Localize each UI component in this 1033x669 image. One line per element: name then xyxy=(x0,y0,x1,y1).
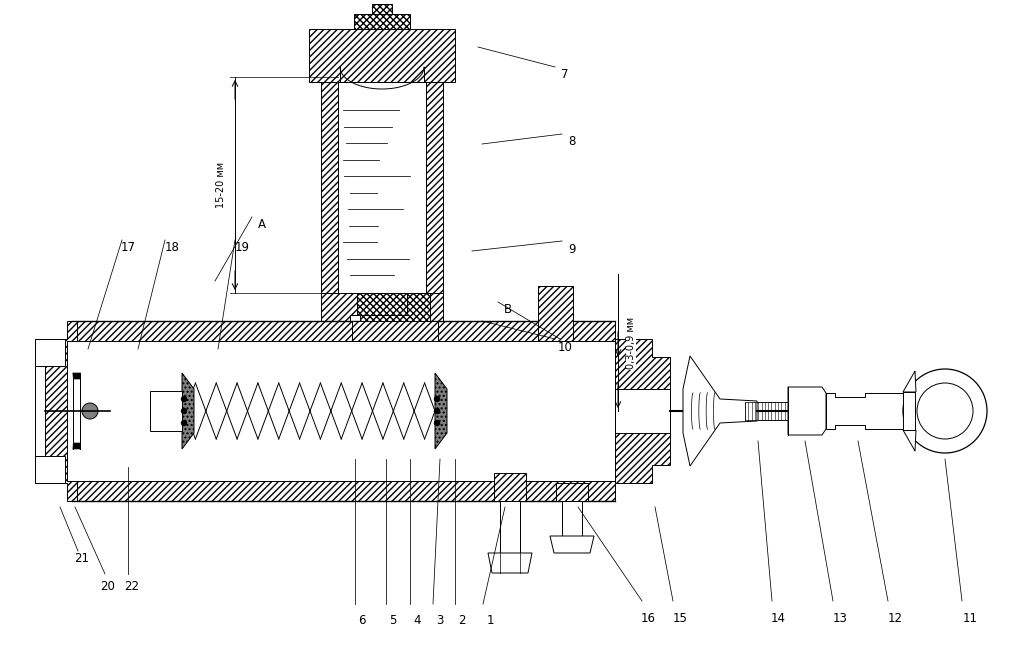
Polygon shape xyxy=(309,29,455,82)
Polygon shape xyxy=(357,293,407,315)
Text: 21: 21 xyxy=(74,553,90,565)
Polygon shape xyxy=(435,373,447,449)
Polygon shape xyxy=(321,74,338,293)
Circle shape xyxy=(917,383,973,439)
Polygon shape xyxy=(683,356,757,466)
Polygon shape xyxy=(903,371,916,392)
Bar xyxy=(352,321,438,341)
Bar xyxy=(562,501,582,536)
Bar xyxy=(354,14,410,29)
Bar xyxy=(903,392,915,430)
Bar xyxy=(72,341,480,481)
Text: 15-20 мм: 15-20 мм xyxy=(216,162,226,208)
Bar xyxy=(338,74,426,293)
Bar xyxy=(494,473,526,501)
Text: 7: 7 xyxy=(561,68,569,80)
Text: 5: 5 xyxy=(389,615,397,628)
Text: 20: 20 xyxy=(100,581,116,593)
Polygon shape xyxy=(615,339,670,483)
Polygon shape xyxy=(182,373,194,449)
Text: B: B xyxy=(504,302,512,316)
Polygon shape xyxy=(826,393,905,429)
Text: 0,3-0,9 мм: 0,3-0,9 мм xyxy=(626,317,636,369)
Text: 14: 14 xyxy=(771,613,785,626)
Circle shape xyxy=(903,369,987,453)
Text: 8: 8 xyxy=(568,134,575,147)
Polygon shape xyxy=(35,339,65,483)
Bar xyxy=(359,293,430,321)
Bar xyxy=(35,366,45,456)
Text: 13: 13 xyxy=(833,613,847,626)
Bar xyxy=(500,501,520,553)
Text: 19: 19 xyxy=(234,240,250,254)
Bar xyxy=(538,286,573,341)
Polygon shape xyxy=(426,74,443,293)
Polygon shape xyxy=(550,536,594,553)
Bar xyxy=(150,391,182,431)
Text: 11: 11 xyxy=(963,613,977,626)
Text: 12: 12 xyxy=(887,613,903,626)
Text: 17: 17 xyxy=(121,240,135,254)
Polygon shape xyxy=(788,387,826,435)
Bar xyxy=(372,4,392,14)
Text: 4: 4 xyxy=(413,615,420,628)
Polygon shape xyxy=(72,321,615,341)
Polygon shape xyxy=(72,481,615,501)
Text: 2: 2 xyxy=(459,615,466,628)
Text: 3: 3 xyxy=(436,615,444,628)
Polygon shape xyxy=(903,430,916,451)
Circle shape xyxy=(181,408,187,414)
Polygon shape xyxy=(321,293,357,321)
Text: 10: 10 xyxy=(558,341,572,353)
Circle shape xyxy=(434,420,440,426)
Circle shape xyxy=(82,403,98,419)
Text: 6: 6 xyxy=(358,615,366,628)
Circle shape xyxy=(434,396,440,402)
Circle shape xyxy=(181,396,187,402)
Text: 18: 18 xyxy=(164,240,180,254)
Bar xyxy=(556,483,588,501)
Circle shape xyxy=(434,408,440,414)
Bar xyxy=(615,389,670,433)
Polygon shape xyxy=(488,553,532,573)
Polygon shape xyxy=(35,321,77,501)
Text: 16: 16 xyxy=(640,613,656,626)
Circle shape xyxy=(181,420,187,426)
Text: 1: 1 xyxy=(487,615,494,628)
Text: 15: 15 xyxy=(672,613,687,626)
Text: 22: 22 xyxy=(125,581,139,593)
Text: A: A xyxy=(258,217,267,231)
Polygon shape xyxy=(350,293,443,321)
Bar xyxy=(745,402,788,420)
Text: 9: 9 xyxy=(568,242,575,256)
